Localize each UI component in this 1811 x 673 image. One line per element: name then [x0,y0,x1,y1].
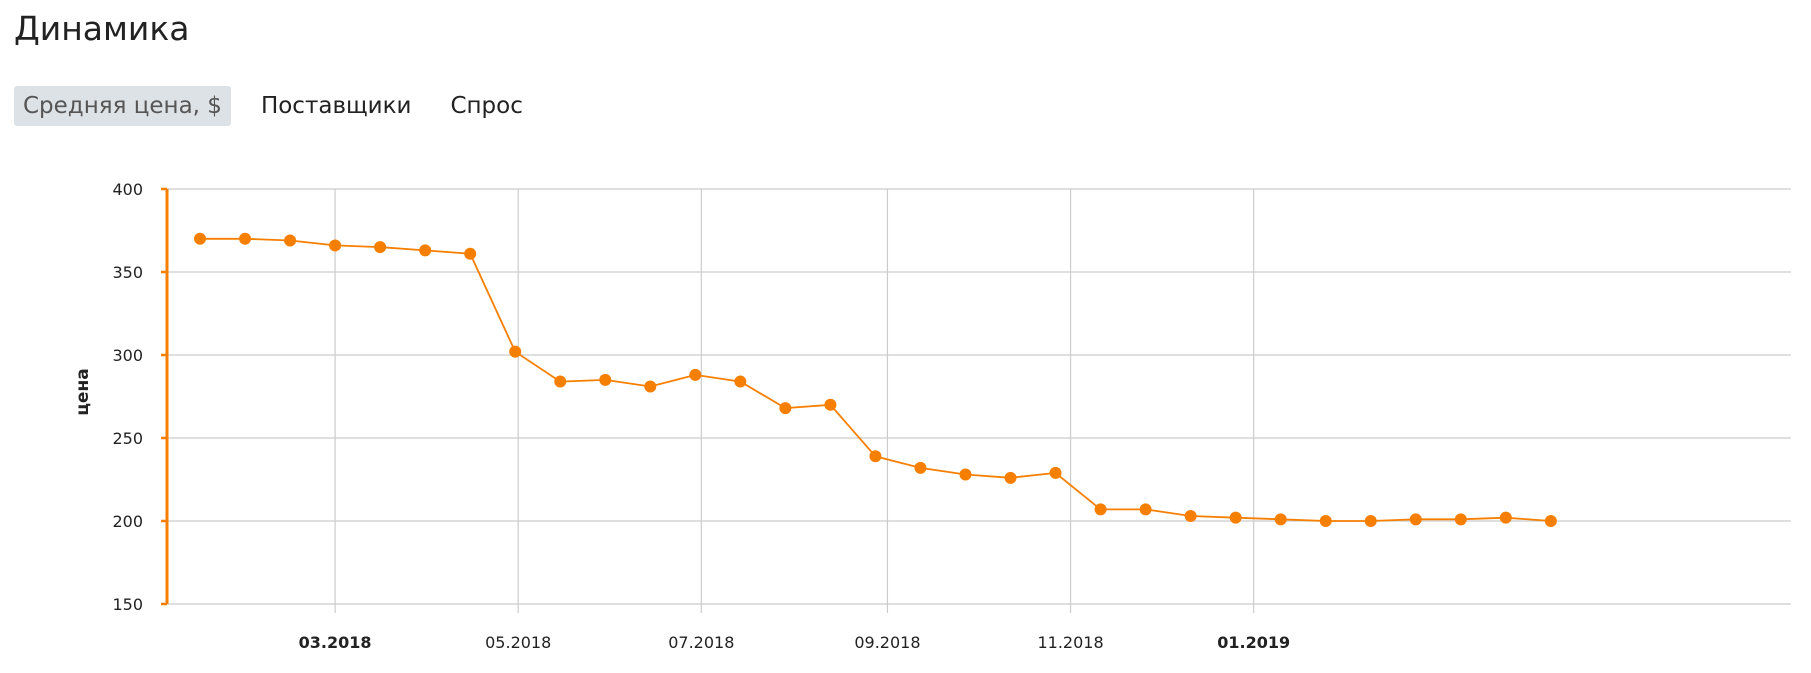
data-point[interactable] [869,450,882,463]
y-tick-label: 400 [112,180,143,199]
x-tick-label: 09.2018 [854,633,920,652]
data-point[interactable] [824,398,837,411]
data-point[interactable] [914,461,927,474]
metric-tabs: Средняя цена, $ Поставщики Спрос [14,86,553,126]
data-point[interactable] [1139,503,1152,516]
data-point[interactable] [1184,510,1197,523]
data-point[interactable] [689,368,702,381]
data-point[interactable] [554,375,567,388]
y-tick-label: 250 [112,429,143,448]
y-tick-label: 200 [112,512,143,531]
y-tick-label: 300 [112,346,143,365]
y-tick-label: 150 [112,595,143,614]
data-point[interactable] [239,232,252,245]
data-point[interactable] [1049,466,1062,479]
tab-average-price[interactable]: Средняя цена, $ [14,86,231,126]
data-point[interactable] [284,234,297,247]
data-point[interactable] [1229,511,1242,524]
data-point[interactable] [779,402,792,415]
data-point[interactable] [1364,515,1377,527]
y-axis-title: цена [73,368,93,415]
x-tick-label: 05.2018 [485,633,551,652]
data-point[interactable] [374,241,387,254]
axes: 150 200 250 300 350 400 03.2018 05.2018 07.2018 0… [112,180,1290,652]
data-point[interactable] [509,345,522,358]
data-point[interactable] [644,380,657,393]
data-point[interactable] [194,232,207,245]
data-point[interactable] [1274,513,1287,526]
data-point[interactable] [1094,503,1107,516]
data-point[interactable] [1499,511,1512,524]
data-point[interactable] [1544,515,1557,527]
page-title: Динамика [14,9,190,48]
series-line [200,237,1551,522]
y-tick-label: 350 [112,263,143,282]
data-point[interactable] [1319,515,1332,527]
series-points [194,232,1557,527]
data-point[interactable] [734,375,747,388]
x-tick-label: 11.2018 [1037,633,1103,652]
series-line-path [200,237,1551,522]
data-point[interactable] [1409,513,1422,526]
data-point[interactable] [1454,513,1467,526]
tab-suppliers[interactable]: Поставщики [260,93,412,119]
x-tick-label: 01.2019 [1217,633,1290,652]
data-point[interactable] [959,468,972,481]
x-tick-label: 07.2018 [668,633,734,652]
data-point[interactable] [419,244,432,257]
x-tick-label: 03.2018 [299,633,372,652]
grid-lines [167,188,1791,613]
data-point[interactable] [599,373,612,386]
data-point[interactable] [464,247,477,260]
data-point[interactable] [329,239,342,252]
data-point[interactable] [1004,471,1017,484]
tab-demand[interactable]: Спрос [450,93,523,119]
